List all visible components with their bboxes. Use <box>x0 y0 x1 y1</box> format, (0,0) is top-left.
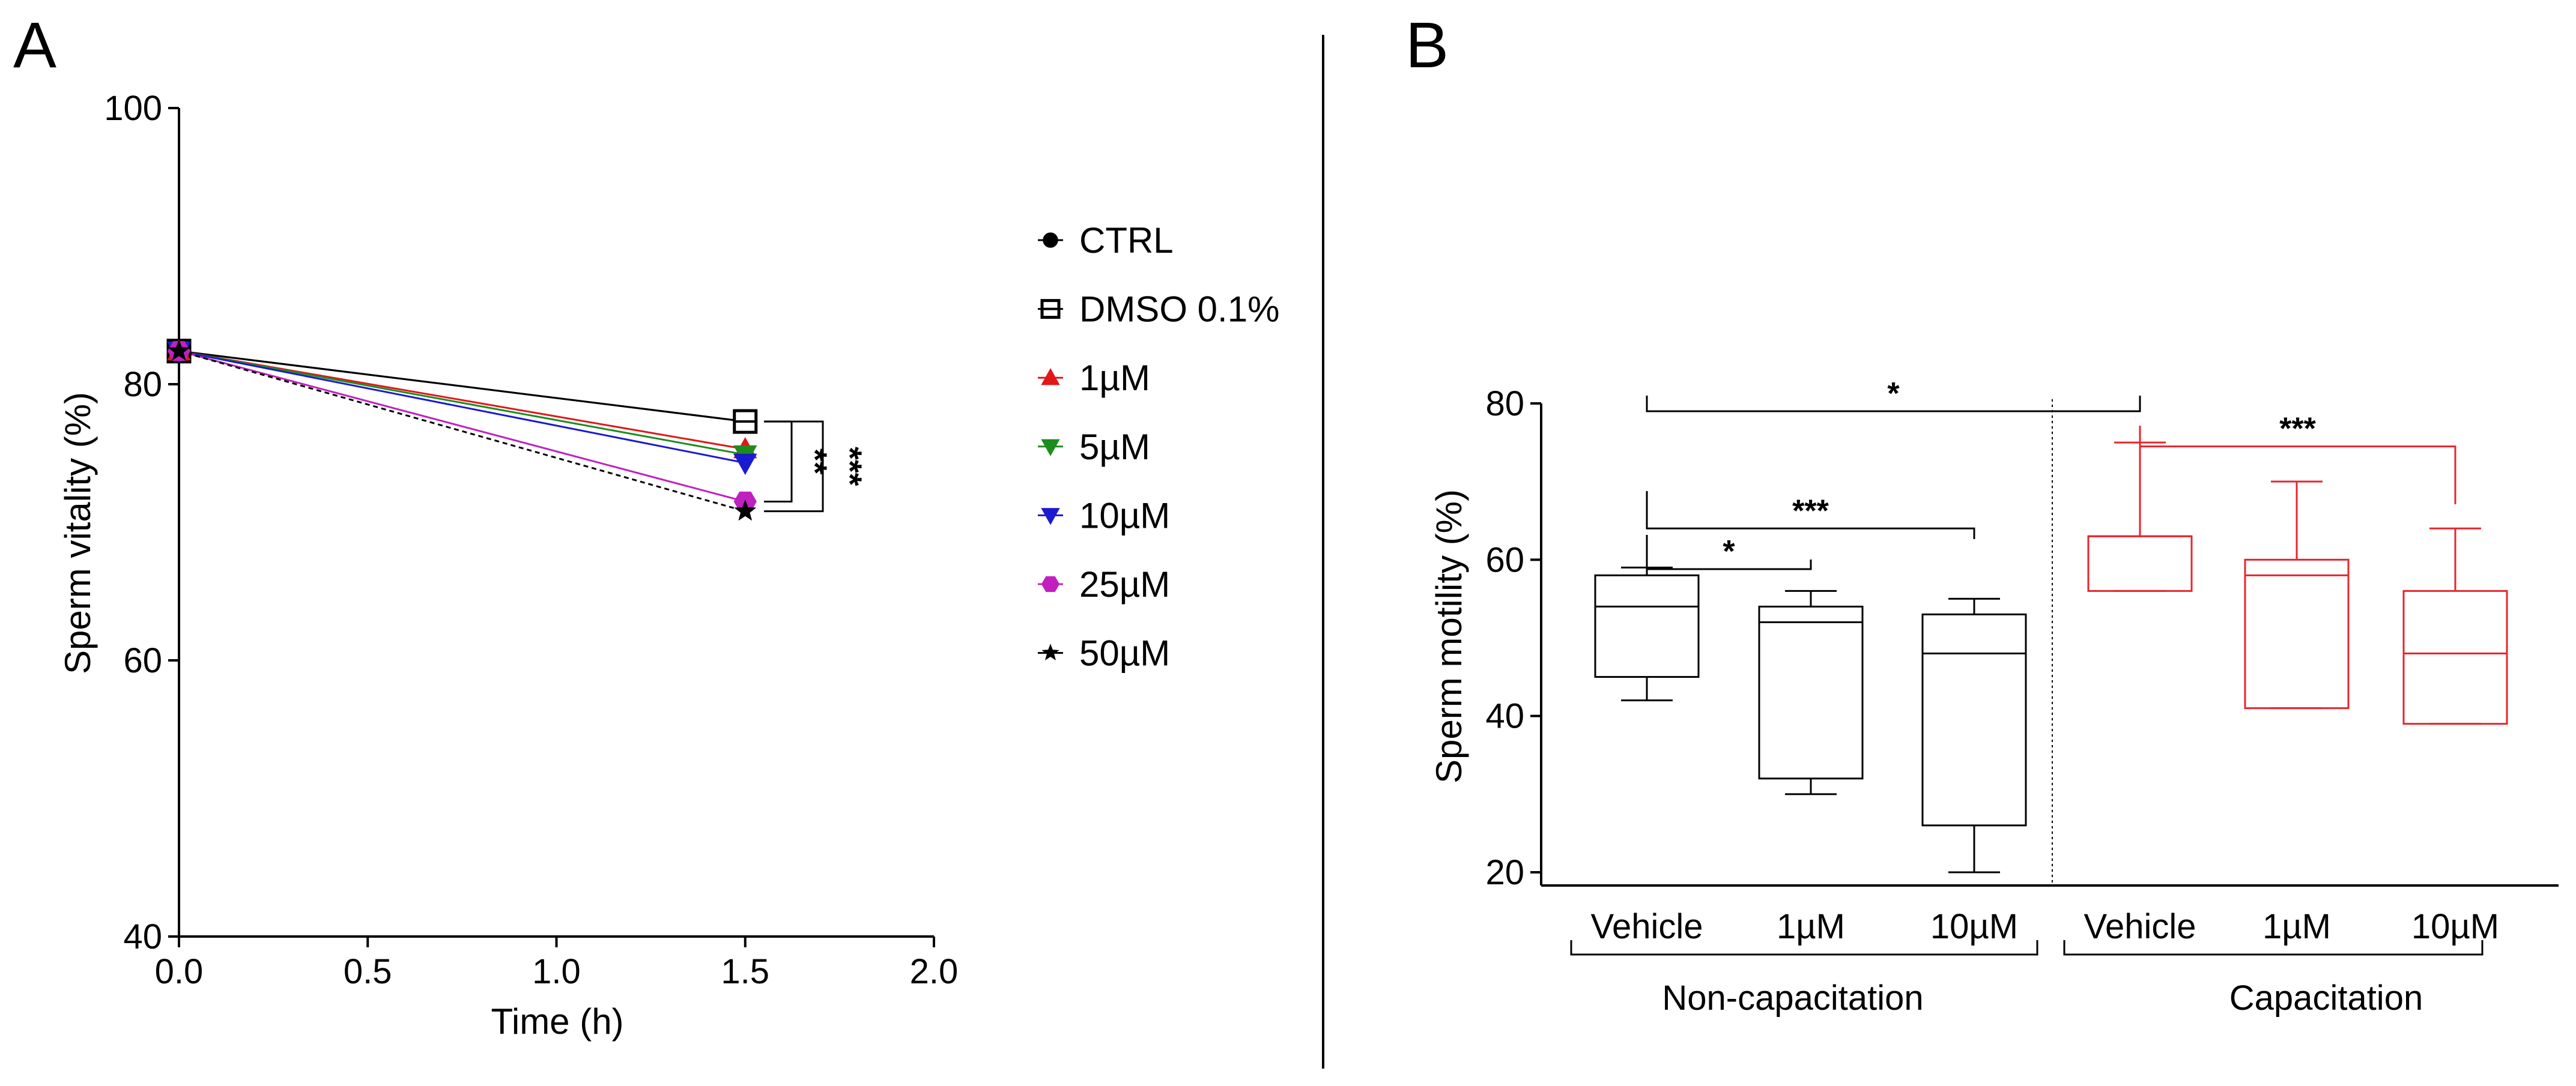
category-label: Vehicle <box>1590 907 1703 946</box>
chart-a-ylabel: Sperm vitality (%) <box>58 392 98 674</box>
chart-b-ytick-label: 80 <box>1485 384 1524 423</box>
chart-a-xtick-label: 2.0 <box>910 952 959 991</box>
box <box>2087 535 2193 592</box>
box <box>2244 558 2350 710</box>
category-label: 10µM <box>2411 907 2499 946</box>
chart-b-ytick-label: 40 <box>1485 697 1524 736</box>
legend-marker <box>1041 644 1059 661</box>
series-line <box>178 350 746 456</box>
chart-b-ylabel: Sperm motility (%) <box>1429 489 1469 783</box>
box <box>2402 590 2508 725</box>
chart-a: Sperm vitality (%) Time (h) 40 60 80 100 0.0… <box>58 89 958 1042</box>
significance-bracket <box>1646 396 2141 412</box>
series-line <box>178 350 746 513</box>
category-label: 1µM <box>2262 907 2331 946</box>
chart-a-xtick-label: 1.5 <box>721 952 769 991</box>
legend-label: CTRL <box>1079 220 1174 261</box>
panel-b-letter: B <box>1405 8 1449 81</box>
legend-marker <box>1041 508 1060 525</box>
significance-label: *** <box>831 447 869 486</box>
panel-a-letter: A <box>13 8 56 81</box>
series-point <box>733 453 757 475</box>
series-line <box>178 350 745 423</box>
series-point <box>734 499 757 521</box>
chart-a-ytick-label: 60 <box>123 641 162 680</box>
box <box>1594 574 1700 678</box>
legend-label: 50µM <box>1079 633 1170 674</box>
chart-a-ytick-label: 80 <box>123 365 162 404</box>
significance-bracket <box>2139 426 2456 504</box>
legend-label: 5µM <box>1079 427 1150 467</box>
category-label: Vehicle <box>2084 907 2196 946</box>
chart-b-ytick-label: 20 <box>1485 853 1524 892</box>
chart-a-xtick-label: 0.0 <box>155 952 204 991</box>
significance-bracket <box>1646 535 1812 570</box>
series-line <box>178 350 746 450</box>
significance-label: * <box>1887 376 1900 411</box>
box <box>1758 605 1864 780</box>
legend-marker <box>1041 439 1060 456</box>
significance-label: * <box>1723 534 1735 569</box>
chart-a-legend: CTRL DMSO 0.1% 1µM 5µM 10µM 25µM 50µM <box>1038 220 1279 674</box>
chart-a-ytick-label: 40 <box>123 917 162 956</box>
legend-label: 1µM <box>1079 358 1150 398</box>
significance-bracket <box>764 420 793 502</box>
legend-label: 10µM <box>1079 495 1170 535</box>
chart-b-ytick-label: 60 <box>1485 540 1524 579</box>
box <box>1921 613 2027 827</box>
group-bracket <box>2063 940 2484 956</box>
group-label-non-capacitation: Non-capacitation <box>1662 979 1923 1018</box>
significance-label: *** <box>2279 412 2316 447</box>
legend-marker <box>1043 232 1058 248</box>
category-label: 1µM <box>1777 907 1845 946</box>
series-line <box>178 350 746 502</box>
significance-bracket <box>764 420 824 513</box>
series-line <box>178 350 746 464</box>
chart-a-ytick-label: 100 <box>104 89 162 128</box>
chart-a-xtick-label: 0.5 <box>344 952 392 991</box>
significance-label: *** <box>1792 493 1829 528</box>
legend-marker <box>1041 576 1060 593</box>
category-label: 10µM <box>1930 907 2018 946</box>
chart-b: Sperm motility (%) Non-capacitation Capa… <box>1429 376 2559 1018</box>
chart-a-xlabel: Time (h) <box>491 1001 623 1042</box>
group-label-capacitation: Capacitation <box>2229 979 2423 1018</box>
chart-a-xtick-label: 1.0 <box>532 952 581 991</box>
significance-bracket <box>1646 491 1975 539</box>
series-point <box>168 339 190 361</box>
significance-label: ** <box>796 448 834 475</box>
legend-marker <box>1041 368 1060 385</box>
legend-label: 25µM <box>1079 564 1170 605</box>
group-bracket <box>1570 940 2038 956</box>
legend-label: DMSO 0.1% <box>1079 289 1279 330</box>
